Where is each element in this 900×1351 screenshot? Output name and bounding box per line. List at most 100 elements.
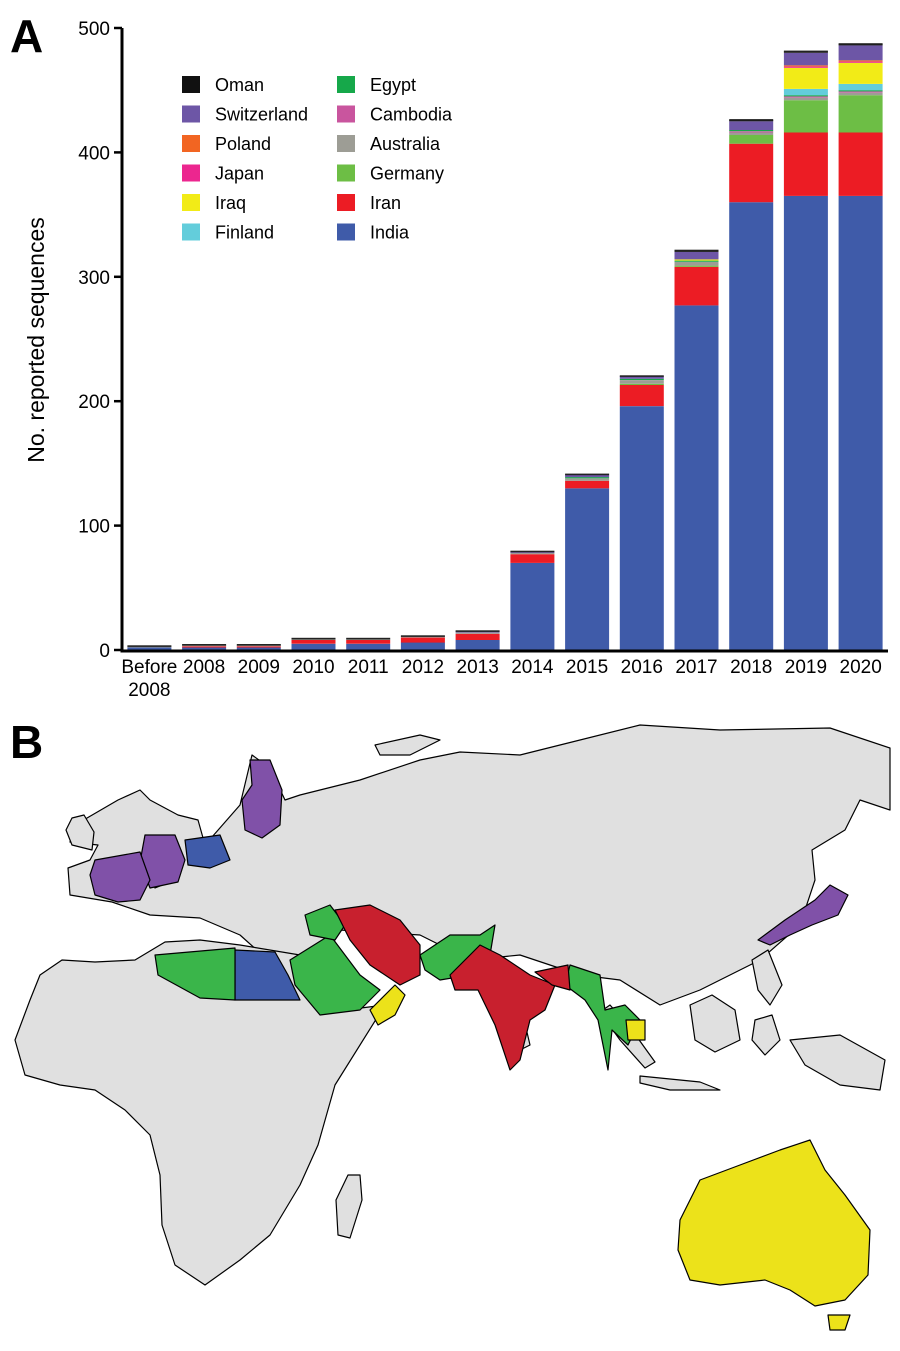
legend-item-iran: Iran — [337, 193, 401, 213]
bar-australia-2014 — [510, 553, 555, 555]
y-axis-title: No. reported sequences — [23, 217, 49, 463]
australia-region — [677, 1139, 871, 1307]
bar-india-2009 — [236, 647, 281, 650]
japan-region — [757, 884, 849, 946]
bar-egypt-2018 — [729, 130, 774, 132]
legend-label: India — [370, 223, 410, 243]
legend-item-finland: Finland — [182, 223, 274, 243]
bar-india-2013 — [455, 640, 500, 650]
bar-switzerland-2016 — [619, 376, 664, 379]
java-landmass — [639, 1075, 721, 1091]
libya-region — [154, 947, 236, 1001]
iran-region — [334, 904, 421, 986]
bar-cap — [291, 637, 336, 640]
bar-iran-2008 — [182, 646, 227, 648]
x-tick-label: 2009 — [238, 657, 280, 678]
bar-iran-2013 — [455, 633, 500, 640]
x-tick-label: 2020 — [840, 657, 882, 678]
y-ticks: 0 100 200 300 400 500 — [78, 19, 122, 662]
x-tick-label: 2008 — [183, 657, 225, 678]
bar-switzerland-2013 — [455, 631, 500, 633]
bar-australia-2016 — [619, 380, 664, 384]
bar-finland-2019 — [783, 89, 828, 96]
y-tick-label: 400 — [78, 143, 110, 164]
bar-iran-2018 — [729, 143, 774, 203]
bar-cap — [455, 630, 500, 632]
legend-label: Australia — [370, 134, 441, 154]
nepal-bangladesh-region — [534, 964, 571, 991]
bar-switzerland-2020 — [838, 45, 883, 61]
bar-cap — [236, 644, 281, 646]
bar-chart: A 0 100 200 300 400 500 Before 2008 2008 2009 201… — [10, 10, 888, 700]
legend-swatch — [182, 164, 200, 182]
bar-japan-2020 — [838, 61, 883, 63]
bar-india-2019 — [783, 195, 828, 650]
bar-poland-2019 — [783, 65, 828, 67]
legend-swatch — [337, 76, 355, 93]
bar-cap — [838, 43, 883, 45]
bar-india-2017 — [674, 305, 719, 650]
axes — [120, 28, 888, 653]
legend-swatch — [182, 194, 200, 211]
bar-cap — [674, 249, 719, 252]
bar-australia-2012 — [400, 636, 445, 638]
legend-swatch — [337, 223, 355, 241]
bar-cap — [619, 375, 664, 377]
bar-germany-2018 — [729, 135, 774, 144]
bar-poland-2020 — [838, 60, 883, 62]
bar-iran-2019 — [783, 132, 828, 196]
y-tick-label: 500 — [78, 19, 110, 40]
legend-swatch — [337, 194, 355, 211]
bar-cap — [565, 473, 610, 476]
legend-item-india: India — [337, 223, 410, 243]
legend-item-iraq: Iraq — [182, 193, 246, 213]
legend-swatch — [182, 105, 200, 123]
bar-stacks — [127, 43, 883, 650]
x-tick-label: Before 2008 — [121, 657, 177, 700]
bar-australia-2019 — [783, 97, 828, 101]
bar-egypt-2019 — [783, 95, 828, 97]
bar-india-2010 — [291, 643, 336, 650]
bar-switzerland-2017 — [674, 251, 719, 260]
legend-label: Germany — [370, 164, 444, 184]
legend-swatch — [182, 223, 200, 241]
bar-iraq-2019 — [783, 67, 828, 89]
bar-australia-2018 — [729, 132, 774, 135]
bar-japan-2019 — [783, 66, 828, 68]
x-tick-label: 2015 — [566, 657, 608, 678]
bar-australia-2017 — [674, 261, 719, 266]
legend-label: Finland — [215, 223, 274, 243]
france-region — [89, 851, 151, 903]
bar-iran-2012 — [400, 637, 445, 643]
bar-iran-2009 — [236, 646, 281, 648]
legend-label: Iran — [370, 193, 401, 213]
bar-iran-2010 — [291, 640, 336, 644]
bar-australia-2010 — [291, 638, 336, 640]
legend-label: Switzerland — [215, 105, 308, 125]
legend-label: Egypt — [370, 75, 416, 95]
bar-iran-2017 — [674, 266, 719, 306]
bar-egypt-2016 — [619, 378, 664, 380]
bar-cambodia-2020 — [838, 91, 883, 93]
poland-region — [184, 834, 231, 869]
bar-australia-2011 — [346, 638, 391, 640]
legend-label: Iraq — [215, 193, 246, 213]
bar-iran-2014 — [510, 554, 555, 563]
x-tick-label: 2012 — [402, 657, 444, 678]
legend-item-australia: Australia — [337, 134, 441, 154]
x-tick-label: 2010 — [292, 657, 334, 678]
x-ticks: Before 2008 2008 2009 2010 2011 2012 2013 2014 20… — [121, 657, 881, 700]
legend-item-cambodia: Cambodia — [337, 105, 453, 125]
sulawesi-landmass — [751, 1014, 781, 1056]
philippines-landmass — [751, 949, 783, 1006]
x-tick-label: 2011 — [348, 657, 389, 678]
bar-india-2012 — [400, 642, 445, 650]
bar-germany-2019 — [783, 100, 828, 133]
bar-cap — [127, 645, 172, 647]
y-tick-label: 0 — [99, 641, 110, 662]
x-tick-label: 2019 — [785, 657, 827, 678]
world-map: B — [10, 716, 891, 1331]
bar-switzerland-2019 — [783, 52, 828, 66]
legend-swatch — [337, 135, 355, 152]
bar-iran-2020 — [838, 132, 883, 196]
